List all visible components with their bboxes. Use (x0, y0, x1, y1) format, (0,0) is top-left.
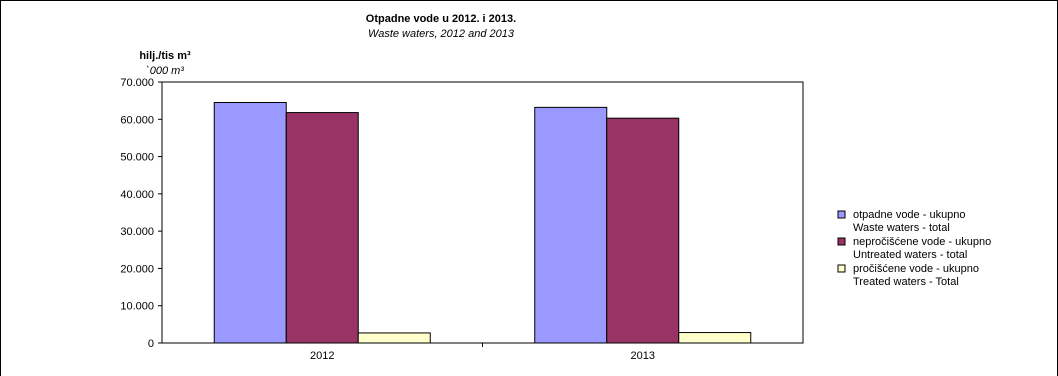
y-unit-label: hilj./tis m³ (139, 50, 191, 62)
bar-2-2013 (606, 117, 680, 344)
y-tick-label: 50.000 (120, 152, 154, 164)
bar-3-2012 (357, 332, 431, 344)
x-tick-label: 2012 (310, 350, 334, 362)
legend-label-2: nepročišćene vode - ukupno (853, 236, 991, 248)
y-tick-label: 10.000 (120, 301, 154, 313)
bar-2-2012 (285, 112, 359, 344)
y-tick-label: 60.000 (120, 114, 154, 126)
legend-label-3: pročišćene vode - ukupno (853, 263, 979, 275)
legend-label-en-1: Waste waters - total (853, 222, 950, 234)
bar-1-2013 (534, 106, 608, 344)
legend-label-1: otpadne vode - ukupno (853, 209, 966, 221)
bar-3-2013 (678, 332, 752, 344)
x-tick-label: 2013 (631, 350, 655, 362)
bar-1-2012 (213, 102, 287, 344)
chart-title: Otpadne vode u 2012. i 2013. (366, 13, 516, 25)
y-tick-label: 70.000 (120, 77, 154, 89)
y-tick-label: 30.000 (120, 226, 154, 238)
y-tick-label: 0 (148, 338, 154, 350)
legend-label-en-2: Untreated waters - total (853, 249, 967, 261)
legend-swatch-3 (837, 264, 846, 273)
y-unit-label-en: `000 m³ (146, 65, 184, 77)
y-tick-label: 40.000 (120, 189, 154, 201)
chart-subtitle: Waste waters, 2012 and 2013 (368, 28, 515, 40)
legend-label-en-3: Treated waters - Total (853, 276, 959, 288)
y-tick-label: 20.000 (120, 263, 154, 275)
legend-swatch-1 (837, 210, 846, 219)
legend-swatch-2 (837, 237, 846, 246)
